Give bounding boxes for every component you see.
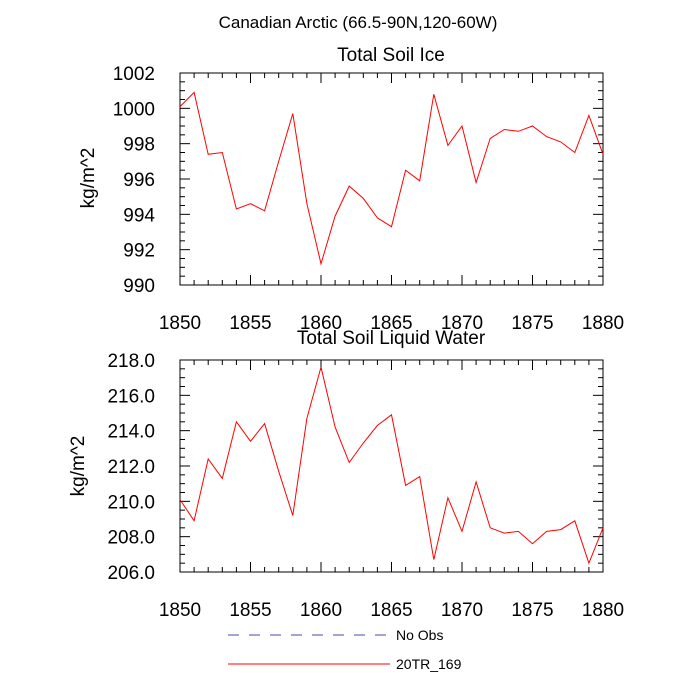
x-tick-label: 1870 bbox=[441, 600, 483, 621]
panel-title: Total Soil Liquid Water bbox=[297, 328, 486, 349]
y-tick-label: 992 bbox=[123, 241, 155, 262]
panel-soil-liquid-water: Total Soil Liquid Water kg/m^2 1850 1855 1… bbox=[68, 328, 624, 621]
plot-frame bbox=[179, 72, 604, 286]
y-tick-label: 206.0 bbox=[107, 563, 155, 584]
figure-title: Canadian Arctic (66.5-90N,120-60W) bbox=[219, 13, 498, 32]
x-tick-label: 1870 bbox=[441, 313, 483, 334]
y-tick-label: 998 bbox=[123, 135, 155, 156]
legend-label-20tr-169: 20TR_169 bbox=[396, 656, 462, 672]
y-tick-label: 1002 bbox=[113, 64, 155, 85]
plot-frame bbox=[179, 359, 604, 573]
x-tick-label: 1880 bbox=[582, 313, 624, 334]
y-tick-label: 1000 bbox=[113, 99, 155, 120]
y-tick-label: 216.0 bbox=[107, 386, 155, 407]
y-tick-label: 212.0 bbox=[107, 457, 155, 478]
y-tick-label: 994 bbox=[123, 205, 155, 226]
y-tick-label: 990 bbox=[123, 276, 155, 297]
x-tick-label: 1860 bbox=[300, 600, 342, 621]
x-tick-label: 1855 bbox=[229, 313, 271, 334]
legend: No Obs 20TR_169 bbox=[228, 627, 462, 672]
x-tick-label: 1860 bbox=[300, 313, 342, 334]
y-tick-label: 996 bbox=[123, 170, 155, 191]
x-tick-label: 1850 bbox=[159, 313, 201, 334]
x-tick-label: 1865 bbox=[370, 313, 412, 334]
x-tick-label: 1875 bbox=[511, 600, 553, 621]
panel-soil-ice: Total Soil Ice kg/m^2 1850 1855 1860 1865 18… bbox=[78, 45, 624, 334]
legend-label-no-obs: No Obs bbox=[396, 627, 443, 643]
x-tick-label: 1865 bbox=[370, 600, 412, 621]
y-tick-label: 214.0 bbox=[107, 422, 155, 443]
y-axis-label: kg/m^2 bbox=[68, 436, 89, 497]
y-tick-label: 210.0 bbox=[107, 492, 155, 513]
x-tick-label: 1855 bbox=[229, 600, 271, 621]
x-tick-label: 1850 bbox=[159, 600, 201, 621]
x-tick-label: 1880 bbox=[582, 600, 624, 621]
series-line bbox=[179, 91, 604, 266]
series-line bbox=[179, 366, 604, 565]
y-tick-label: 218.0 bbox=[107, 351, 155, 372]
panel-title: Total Soil Ice bbox=[337, 45, 445, 66]
x-tick-label: 1875 bbox=[511, 313, 553, 334]
y-axis-label: kg/m^2 bbox=[78, 148, 99, 209]
y-tick-label: 208.0 bbox=[107, 528, 155, 549]
